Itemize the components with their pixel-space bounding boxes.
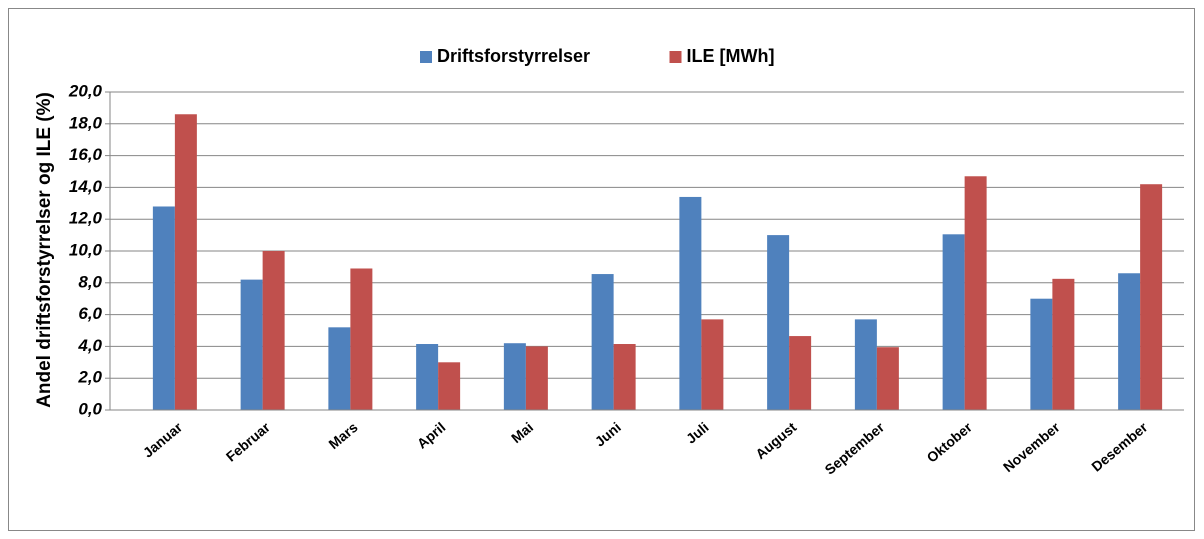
- bar: [964, 176, 987, 410]
- y-axis-label: Andel driftsforstyrrelser og ILE (%): [34, 92, 55, 408]
- bar: [350, 268, 373, 410]
- y-tick-label: 6,0: [78, 304, 102, 323]
- bar: [854, 319, 877, 410]
- legend-label: ILE [MWh]: [687, 46, 775, 66]
- bar: [591, 274, 614, 410]
- legend-swatch: [669, 51, 682, 63]
- bar: [525, 346, 548, 410]
- bar: [416, 344, 439, 410]
- chart-border: [8, 8, 1195, 531]
- bar: [942, 234, 965, 410]
- bar: [503, 343, 526, 410]
- bar: [767, 235, 790, 410]
- bar: [876, 347, 899, 410]
- y-tick-label: 8,0: [78, 272, 102, 291]
- y-tick-label: 14,0: [69, 177, 103, 196]
- bar: [262, 251, 285, 410]
- bar: [1118, 273, 1141, 410]
- y-tick-label: 2,0: [77, 368, 102, 387]
- y-tick-label: 4,0: [77, 336, 102, 355]
- bar: [152, 206, 175, 410]
- y-tick-label: 18,0: [69, 113, 103, 132]
- bar: [1052, 278, 1075, 410]
- y-tick-label: 20,0: [68, 81, 103, 100]
- y-tick-label: 12,0: [69, 209, 103, 228]
- y-tick-label: 0,0: [78, 399, 102, 418]
- bar: [328, 327, 351, 410]
- bar: [174, 114, 197, 410]
- y-tick-label: 16,0: [69, 145, 103, 164]
- legend-swatch: [420, 51, 432, 63]
- bar: [1140, 184, 1163, 410]
- bar: [613, 344, 636, 410]
- bar: [679, 196, 702, 410]
- bar: [1030, 298, 1053, 410]
- bar: [789, 336, 812, 410]
- y-tick-label: 10,0: [69, 240, 103, 259]
- bar: [438, 362, 461, 410]
- bar: [240, 279, 263, 410]
- bar: [701, 319, 724, 410]
- legend-label: Driftsforstyrrelser: [437, 46, 590, 66]
